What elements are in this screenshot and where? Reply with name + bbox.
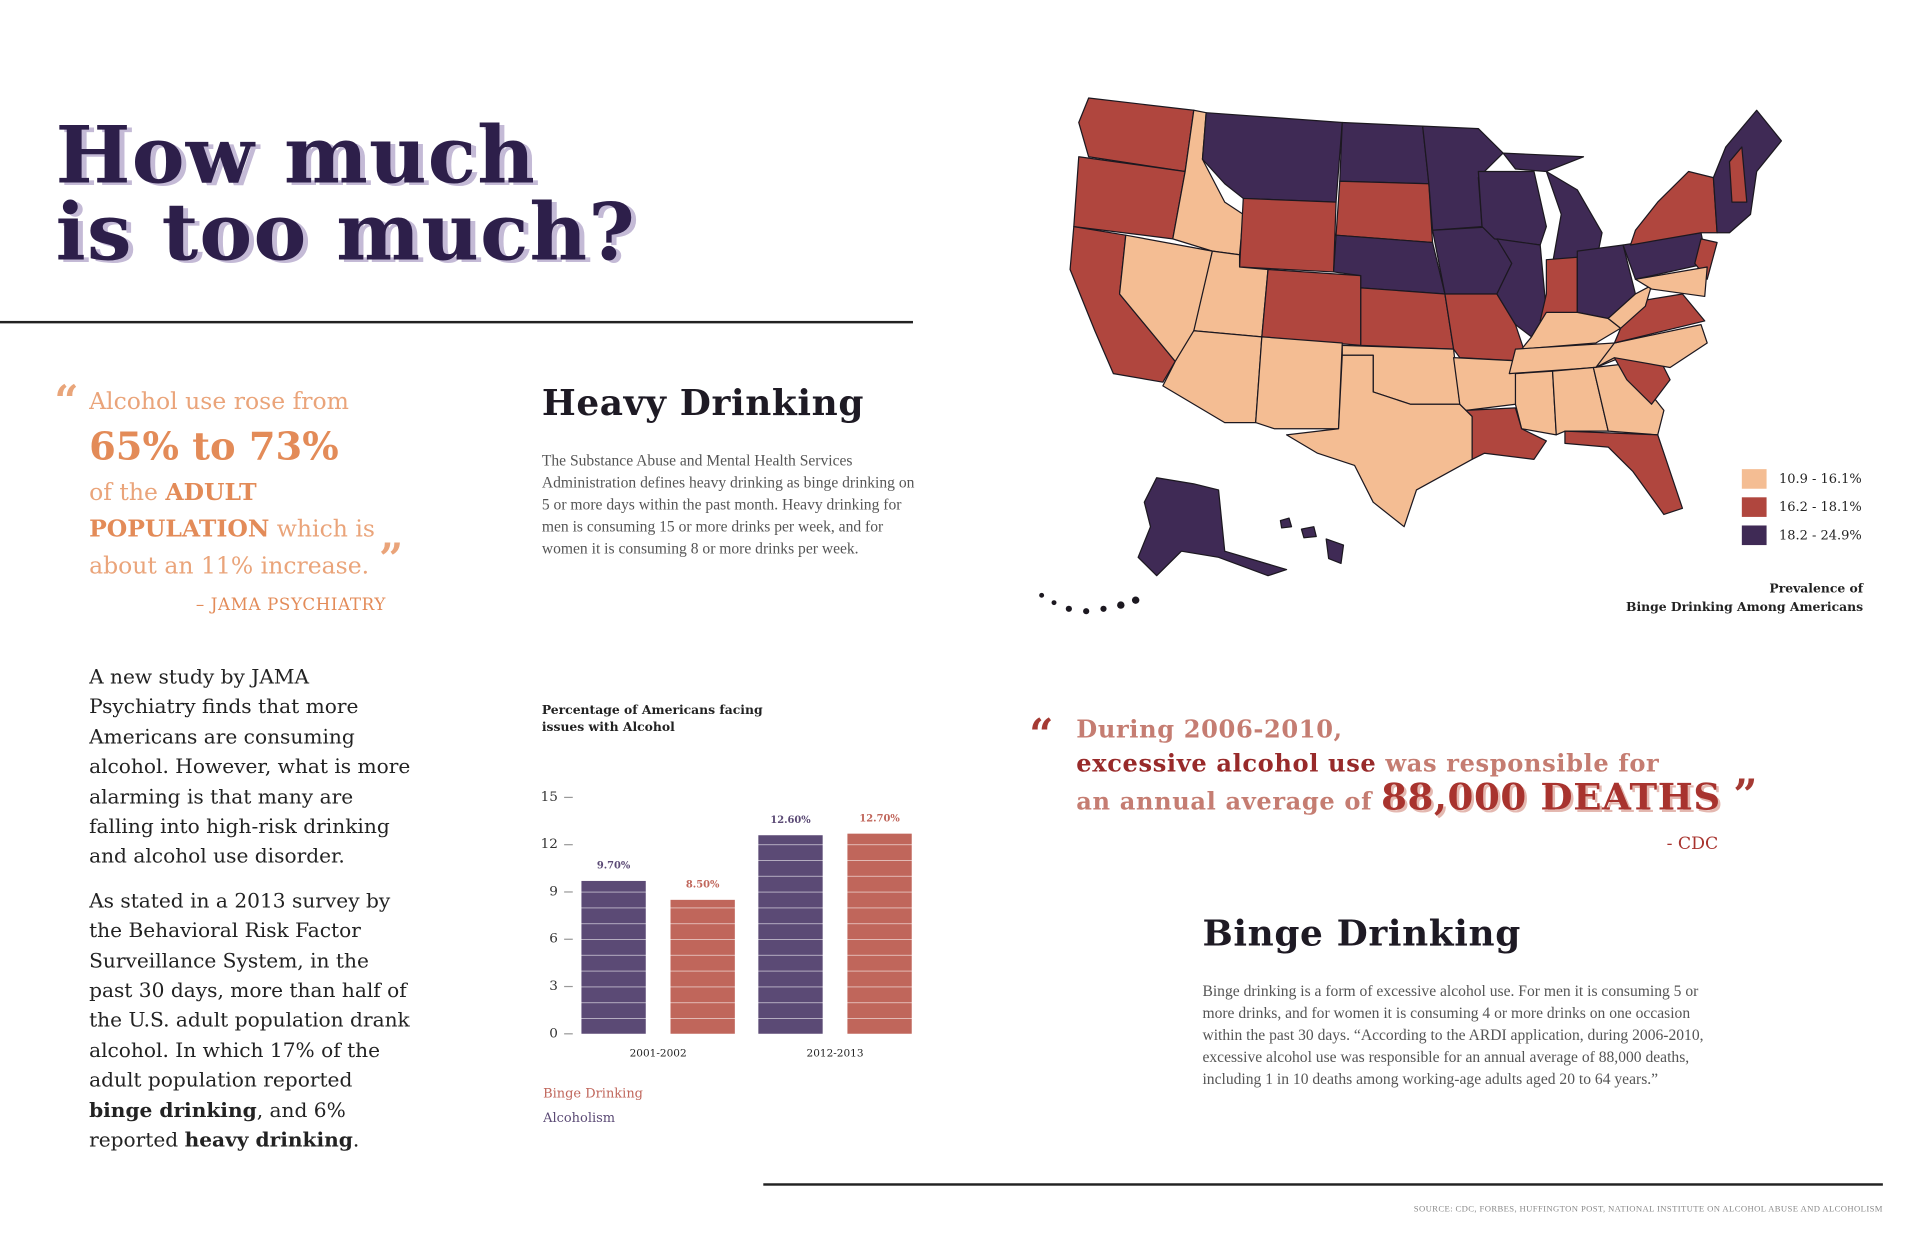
state <box>1595 323 1708 369</box>
quote-text: of the <box>89 478 166 506</box>
section-heading: Binge Drinking <box>1202 912 1521 955</box>
divider <box>0 320 913 323</box>
state <box>1279 517 1293 529</box>
state <box>1325 538 1345 565</box>
value-label: 8.50% <box>686 880 720 891</box>
state <box>1073 156 1186 240</box>
y-tick-label: 6 <box>549 931 558 947</box>
state <box>1728 146 1748 203</box>
text: . <box>352 1128 360 1152</box>
aleutian-islands <box>1039 592 1140 615</box>
state <box>1539 256 1578 322</box>
quote-highlight: 88,000 DEATHS <box>1381 776 1721 820</box>
state <box>1238 197 1337 273</box>
legend-label: 10.9 - 16.1% <box>1779 472 1862 487</box>
state <box>1496 238 1547 338</box>
chart-title: Percentage of Americans facing <box>542 702 763 717</box>
state <box>1564 430 1684 516</box>
state <box>1078 97 1195 173</box>
quote-mark: ” <box>378 535 404 585</box>
y-tick-label: 12 <box>541 836 558 852</box>
state <box>1629 170 1718 246</box>
value-label: 12.70% <box>859 813 900 824</box>
state <box>1137 477 1288 577</box>
emphasis: heavy drinking <box>184 1128 353 1152</box>
main-title: How much is too much? <box>55 110 636 280</box>
map-caption: Binge Drinking Among Americans <box>1626 599 1863 614</box>
paragraph: As stated in a 2013 survey by the Behavi… <box>89 887 413 1156</box>
legend-label: 16.2 - 18.1% <box>1779 500 1862 515</box>
legend-swatch <box>1741 497 1767 517</box>
map-legend: 10.9 - 16.1% 16.2 - 18.1% 18.2 - 24.9% Prev… <box>1626 469 1864 614</box>
title-line: is too much? <box>55 187 636 280</box>
y-tick-label: 3 <box>549 978 558 994</box>
bar <box>847 833 912 1034</box>
legend-swatch <box>1741 525 1767 546</box>
state <box>1634 266 1708 298</box>
y-tick-label: 0 <box>549 1025 558 1041</box>
us-map <box>1039 97 1783 615</box>
pull-quote: During 2006-2010, excessive alcohol use w… <box>1076 713 1769 820</box>
bar <box>670 899 735 1034</box>
legend-label: 18.2 - 24.9% <box>1779 528 1862 543</box>
state <box>1360 287 1455 350</box>
quote-text: During 2006-2010, <box>1076 715 1343 744</box>
section-text: The Substance Abuse and Mental Health Se… <box>541 451 915 557</box>
divider <box>763 1183 1883 1186</box>
state <box>1339 121 1430 185</box>
emphasis: binge drinking <box>89 1098 257 1122</box>
x-tick-label: 2012-2013 <box>807 1047 864 1059</box>
x-tick-label: 2001-2002 <box>630 1047 687 1059</box>
body-text: A new study by JAMA Psychiatry finds tha… <box>89 663 413 1171</box>
state <box>1201 112 1343 203</box>
quote-mark: ” <box>1733 771 1759 821</box>
quote-highlight: 65% to 73% <box>89 425 339 470</box>
value-label: 9.70% <box>597 861 631 872</box>
title-line: How much <box>55 110 537 203</box>
text: , and 6% reported <box>89 1098 346 1152</box>
text: As stated in a 2013 survey by the Behavi… <box>89 889 410 1092</box>
chart-title: issues with Alcohol <box>542 719 675 734</box>
value-label: 12.60% <box>770 815 811 826</box>
section-heading: Heavy Drinking <box>541 382 865 424</box>
state <box>1335 180 1434 244</box>
state <box>1255 336 1343 430</box>
bar <box>581 880 646 1034</box>
state <box>1502 152 1585 173</box>
state <box>1607 284 1653 329</box>
legend-label: Alcoholism <box>542 1111 615 1126</box>
legend-label: Binge Drinking <box>543 1086 643 1101</box>
quote-text: which is about an 11% increase. <box>89 515 375 580</box>
state <box>1712 109 1783 234</box>
section-text: Binge drinking is a form of excessive al… <box>1202 982 1704 1088</box>
pull-quote: Alcohol use rose from 65% to 73% of the AD… <box>89 383 429 584</box>
y-tick-label: 9 <box>549 884 558 900</box>
state <box>1300 526 1317 539</box>
quote-text: was responsible for <box>1376 749 1660 778</box>
quote-source: – JAMA PSYCHIATRY <box>195 595 386 615</box>
footer-source: SOURCE: CDC, FORBES, HUFFINGTON POST, NA… <box>1413 1204 1883 1214</box>
y-tick-label: 15 <box>541 789 558 805</box>
state <box>1285 354 1473 528</box>
state <box>1261 268 1362 347</box>
bar-chart: Percentage of Americans facing issues wit… <box>541 702 912 1126</box>
legend-swatch <box>1741 469 1767 489</box>
quote-text: Alcohol use rose from <box>89 388 349 416</box>
quote-emphasis: excessive alcohol use <box>1076 749 1377 778</box>
state <box>1551 366 1609 436</box>
quote-emphasis: ADULT POPULATION <box>89 478 270 543</box>
quote-source: - CDC <box>1666 834 1719 854</box>
map-caption: Prevalence of <box>1769 581 1863 596</box>
bar <box>758 835 823 1034</box>
state <box>1514 370 1557 436</box>
quote-text: an annual average of <box>1076 787 1382 816</box>
paragraph: A new study by JAMA Psychiatry finds tha… <box>89 665 411 868</box>
